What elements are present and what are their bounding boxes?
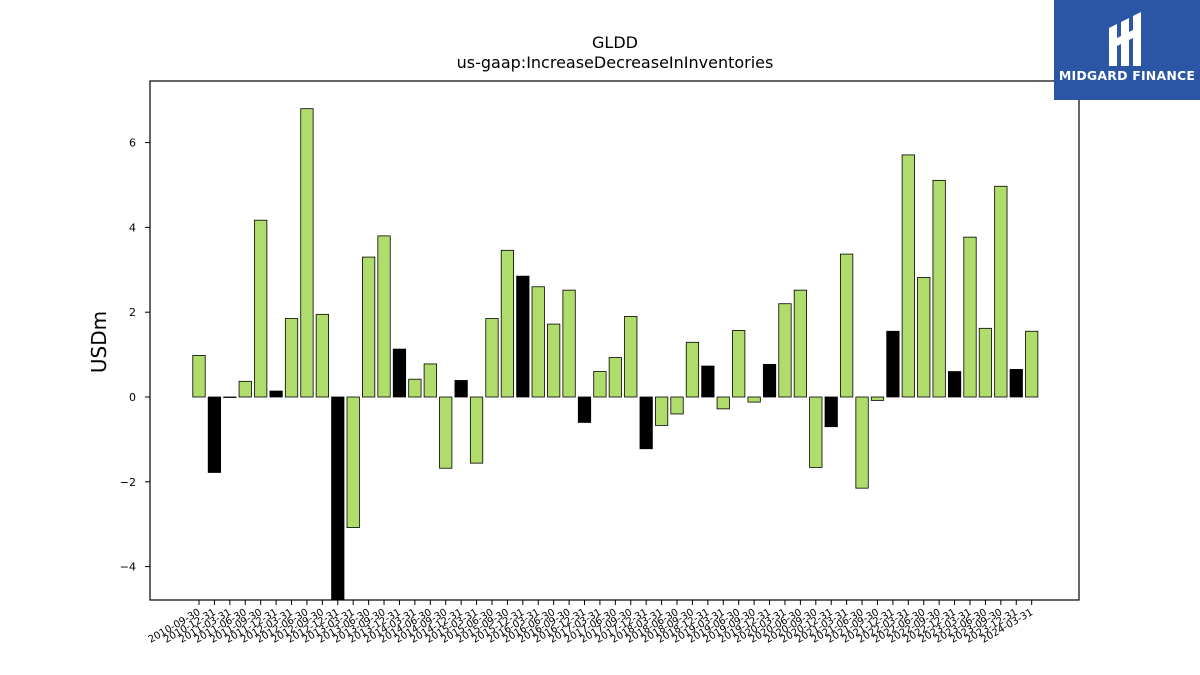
y-tick-label-4: 4 — [129, 221, 136, 234]
bar-2012-12-31 — [331, 396, 345, 601]
bar-2011-12-31 — [269, 390, 283, 398]
bar-2023-03-31 — [963, 236, 977, 398]
bar-2023-09-30 — [994, 185, 1008, 398]
bar-2010-12-31 — [207, 396, 222, 473]
y-axis: −4 −2 0 2 4 6 — [120, 137, 150, 574]
x-axis: 2010-09-302010-12-312011-03-312011-06-30… — [147, 600, 1035, 646]
bar-2013-03-31 — [346, 396, 360, 528]
bar-2021-09-30 — [870, 396, 885, 401]
bar-2022-09-30 — [932, 179, 946, 398]
bar-2022-03-31 — [901, 154, 915, 398]
y-tick-label-0: 0 — [129, 391, 136, 404]
y-tick-label-2: 2 — [129, 306, 136, 319]
bar-2011-06-30 — [238, 380, 252, 398]
bar-2018-09-30 — [685, 341, 700, 398]
bar-2017-06-30 — [608, 357, 622, 398]
bar-2016-09-30 — [562, 289, 576, 398]
bar-2015-09-30 — [500, 249, 515, 398]
bar-2020-03-31 — [778, 303, 792, 398]
y-tick-label-6: 6 — [129, 137, 136, 150]
bar-2021-12-31 — [886, 330, 900, 398]
bar-2019-06-30 — [732, 330, 746, 398]
bar-2022-12-31 — [947, 371, 962, 398]
bar-2016-06-30 — [547, 323, 561, 398]
bar-2015-03-31 — [469, 396, 484, 464]
bar-2018-12-31 — [701, 365, 715, 398]
midgard-logo-mark-icon — [1109, 12, 1141, 66]
bars-group — [192, 108, 1039, 601]
chart-subtitle: us-gaap:IncreaseDecreaseInInventories — [457, 53, 774, 72]
bar-2024-03-31 — [1025, 330, 1039, 398]
bar-2018-03-31 — [655, 396, 669, 426]
bar-2020-09-30 — [809, 396, 823, 468]
bar-2021-06-30 — [855, 396, 869, 489]
y-tick-label--2: −2 — [120, 476, 136, 489]
bar-2022-06-30 — [917, 277, 931, 398]
bar-2014-12-31 — [454, 380, 468, 398]
bar-2013-12-31 — [392, 348, 407, 398]
bar-2012-09-30 — [315, 313, 329, 398]
bar-2013-09-30 — [377, 235, 391, 398]
bar-2018-06-30 — [670, 396, 684, 415]
bar-2012-03-31 — [284, 318, 299, 398]
plot-frame — [149, 80, 1080, 601]
logo-text: MIDGARD FINANCE — [1058, 68, 1196, 83]
bar-2016-12-31 — [577, 396, 592, 423]
bar-2017-09-30 — [624, 316, 638, 398]
bar-2012-06-30 — [300, 108, 314, 398]
bar-2017-03-31 — [593, 371, 607, 398]
bar-2011-09-30 — [254, 219, 268, 398]
bar-2021-03-31 — [840, 253, 854, 398]
y-tick-label--4: −4 — [120, 561, 136, 574]
bar-2011-03-31 — [223, 396, 237, 398]
bar-2015-06-30 — [485, 318, 499, 398]
bar-2010-09-30 — [192, 355, 206, 398]
bar-2019-12-31 — [762, 363, 777, 398]
bar-2019-03-31 — [716, 396, 730, 410]
bar-2017-12-31 — [639, 396, 653, 450]
bar-2014-06-30 — [423, 363, 437, 398]
bar-2023-06-30 — [978, 327, 993, 398]
bar-2013-06-30 — [362, 256, 376, 398]
bar-2015-12-31 — [516, 275, 530, 398]
bar-2023-12-31 — [1009, 369, 1023, 398]
bar-2020-06-30 — [793, 289, 807, 398]
midgard-finance-logo: MIDGARD FINANCE — [1054, 0, 1200, 100]
bar-2019-09-30 — [747, 396, 761, 403]
bar-2016-03-31 — [531, 286, 545, 398]
bar-2014-03-31 — [408, 378, 422, 398]
chart-title: GLDD — [592, 33, 638, 52]
bar-2020-12-31 — [824, 396, 838, 428]
bar-2014-09-30 — [439, 396, 453, 469]
y-axis-label: USDm — [87, 311, 111, 373]
